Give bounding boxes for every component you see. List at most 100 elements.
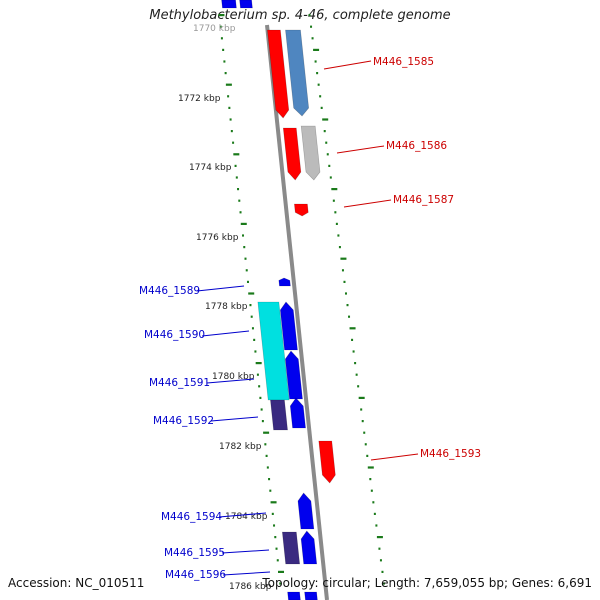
tick-dot [261, 420, 264, 423]
tick-dot [376, 536, 383, 539]
feature-m446-1593 [318, 440, 336, 484]
tick-dot [279, 582, 282, 585]
tick-dot [271, 512, 274, 515]
kbp-label: 1786 kbp [229, 582, 272, 592]
gene-label-connector [206, 378, 255, 384]
gene-label: M446_1593 [420, 448, 481, 460]
tick-dot [343, 280, 346, 283]
tick-dot [337, 234, 340, 237]
tick-dot [308, 14, 311, 17]
tick-dot [341, 269, 344, 272]
tick-dot [256, 373, 259, 376]
gene-label-connector [370, 453, 419, 461]
tick-dot [228, 106, 231, 109]
gene-labels: M446_1585 M446_1586 M446_1587 M446_1589 M446… [139, 56, 481, 581]
tick-dot [326, 153, 329, 156]
tick-dot [276, 559, 279, 562]
tick-dot [240, 222, 247, 225]
tick-dot [245, 269, 248, 272]
tick-dot [269, 489, 272, 492]
kbp-label: 1778 kbp [205, 302, 248, 312]
tick-dot [233, 153, 240, 156]
kbp-scale-labels: 1770 kbp 1772 kbp 1774 kbp 1776 kbp 1778 kbp… [178, 24, 272, 592]
tick-dot [354, 362, 357, 365]
gene-label-connector [221, 549, 270, 554]
tick-dot [338, 246, 341, 249]
kbp-label: 1782 kbp [219, 442, 262, 452]
tick-dot [259, 396, 262, 399]
tick-dot [278, 570, 285, 573]
tick-dot [270, 501, 277, 504]
tick-dot [239, 211, 242, 214]
tick-dot [234, 164, 237, 167]
gene-label: M446_1587 [393, 194, 454, 206]
tick-dot [344, 292, 347, 295]
tick-dot [242, 234, 245, 237]
tick-dot [361, 420, 364, 423]
tick-dot [381, 570, 384, 573]
feature-m446-1592-rna [270, 399, 288, 431]
tick-dot [218, 14, 225, 17]
feature-m446-1587 [294, 203, 309, 217]
feature-m446-1596-rna [287, 591, 301, 600]
kbp-label: 1772 kbp [178, 94, 221, 104]
gene-label-connector [222, 571, 271, 576]
tick-dot [348, 315, 351, 318]
tick-dot [325, 141, 328, 144]
tick-dot [317, 83, 320, 86]
feature-m446-1586-rna [300, 125, 321, 181]
feature-m446-1585-rna [285, 29, 309, 117]
tick-dot [349, 327, 356, 330]
tick-dot [382, 582, 385, 585]
tick-dot [251, 327, 254, 330]
feature-m446-1585 [267, 29, 290, 119]
kbp-label: 1776 kbp [196, 233, 239, 243]
feature-m446-1594 [297, 492, 315, 530]
tick-dot [335, 222, 338, 225]
tick-dot [249, 304, 252, 307]
kbp-label: 1784 kbp [225, 512, 268, 522]
tick-dot [351, 338, 354, 341]
tick-dot [375, 524, 378, 527]
gene-label: M446_1585 [373, 56, 434, 68]
tick-dot [334, 211, 337, 214]
tick-dot [250, 315, 253, 318]
tick-dot [329, 176, 332, 179]
feature-top-edge [221, 0, 237, 9]
tick-dot [222, 48, 225, 51]
tick-dot [254, 350, 257, 353]
genome-summary-text: Topology: circular; Length: 7,659,055 bp… [262, 576, 592, 590]
tick-dot [310, 25, 313, 28]
tick-dot [227, 95, 230, 98]
tick-dot [219, 25, 222, 28]
tick-dot [263, 431, 270, 434]
tick-dot [355, 373, 358, 376]
tick-dot [237, 188, 240, 191]
gene-label-connector [323, 60, 372, 70]
feature-m446-1595-rna [281, 531, 301, 565]
tick-dot [264, 443, 267, 446]
tick-dot [275, 547, 278, 550]
tick-dot [352, 350, 355, 353]
gene-label: M446_1594 [161, 511, 222, 523]
tick-dot [322, 118, 329, 121]
tick-dot [243, 246, 246, 249]
feature-m446-1590-rna [257, 301, 290, 401]
tick-dot [331, 188, 338, 191]
tick-dot [260, 408, 263, 411]
kbp-label: 1770 kbp [193, 24, 236, 34]
gene-label: M446_1596 [165, 569, 226, 581]
tick-dot [314, 60, 317, 63]
kbp-label: 1780 kbp [212, 372, 255, 382]
feature-top-edge [239, 0, 253, 9]
tick-dot [360, 408, 363, 411]
tick-dot [258, 385, 261, 388]
tick-dot [238, 199, 241, 202]
tick-dot [248, 292, 255, 295]
tick-dot [363, 431, 366, 434]
tick-dot [220, 37, 223, 40]
gene-label: M446_1586 [386, 140, 447, 152]
gene-label-connector [201, 330, 250, 337]
tick-dot [223, 60, 226, 63]
